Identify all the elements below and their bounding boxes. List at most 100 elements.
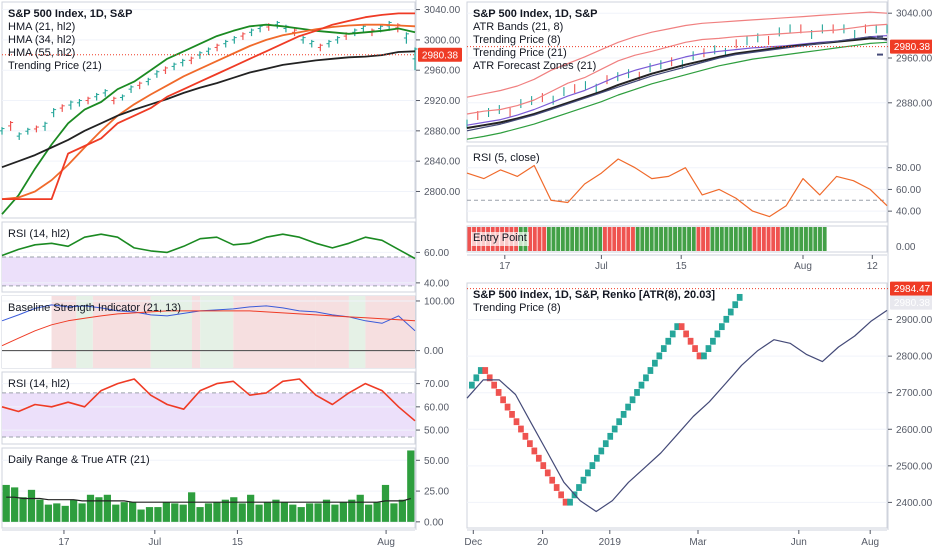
- renko-brick: [705, 345, 712, 352]
- range-bar: [280, 502, 288, 522]
- entry-signal-bar: [822, 227, 827, 251]
- baseline-state-block: [365, 296, 415, 368]
- right-top-xtick-label: Aug: [794, 261, 812, 272]
- baseline-state-block: [233, 296, 316, 368]
- renko-brick: [598, 447, 605, 455]
- rsi5-panel: 40.00 60.00 80.00 RSI (5, close): [466, 145, 921, 223]
- main-price-tag: 2980.38: [418, 47, 462, 62]
- entry-signal-bar: [612, 227, 617, 251]
- renko-brick: [629, 396, 636, 404]
- entry-signal-bar: [467, 227, 472, 251]
- right-top-xtick-label: Jul: [595, 261, 608, 272]
- range-bar: [78, 503, 86, 522]
- atr-price-tag-box: [890, 39, 932, 54]
- range-bar: [247, 494, 255, 522]
- entry-signal-bar: [659, 227, 663, 251]
- atr-lower-band: [466, 36, 888, 132]
- renko-brick: [669, 330, 676, 338]
- rsi2-line: [1, 378, 416, 422]
- renko-brick: [553, 484, 560, 491]
- renko-brick: [656, 352, 663, 360]
- range-bar: [86, 494, 95, 522]
- renko-price-tag-secondary: 2980.38: [890, 295, 932, 310]
- entry-signal-bar: [645, 227, 649, 251]
- atr-upper-band: [466, 23, 888, 115]
- renko-brick: [620, 410, 627, 418]
- range-bar: [145, 507, 154, 522]
- rsi1-line: [1, 233, 416, 260]
- atr-forecast-upper: [466, 11, 888, 98]
- renko-brick: [500, 396, 506, 404]
- entry-signal-bar: [691, 227, 696, 251]
- entry-signal-bar: [654, 227, 659, 251]
- entry-signal-bar: [588, 227, 593, 251]
- renko-brick: [495, 389, 502, 396]
- range-ytick-label: 0.00: [424, 517, 444, 528]
- right-top-xtick-label: 12: [867, 261, 879, 272]
- rsi1-panel: 40.00 60.00 RSI (14, hl2): [1, 221, 449, 293]
- renko-ytick-label: 2900.00: [896, 315, 932, 326]
- main-ytick-label: 3040.00: [424, 5, 461, 16]
- entry-ytick-label: 0.00: [896, 242, 916, 253]
- range-bar: [373, 502, 381, 522]
- entry-signal-bar: [747, 227, 752, 251]
- rsi2-legend-item: RSI (14, hl2): [8, 378, 70, 390]
- renko-brick: [732, 301, 739, 309]
- renko-legend-item: Trending Price (8): [473, 302, 561, 314]
- left-xtick-label: Aug: [377, 537, 395, 548]
- main-price-tag-label: 2980.38: [422, 50, 459, 61]
- renko-brick: [585, 469, 591, 477]
- main-ytick-label: 2840.00: [424, 157, 461, 168]
- range-bar: [204, 503, 213, 522]
- main-price-tag-box: [418, 47, 462, 62]
- renko-brick: [477, 367, 484, 374]
- main-legend-item: S&P 500 Index, 1D, S&P: [8, 8, 133, 20]
- rsi5-line: [466, 158, 888, 218]
- range-bar: [120, 502, 128, 522]
- baseline-signal-line: [1, 310, 416, 347]
- renko-brick: [504, 403, 511, 411]
- range-bar: [381, 484, 390, 522]
- range-bar: [322, 499, 331, 522]
- renko-brick: [482, 367, 489, 374]
- left-xtick-label: Jul: [148, 537, 161, 548]
- range-bar: [11, 487, 19, 522]
- renko-brick: [544, 469, 551, 477]
- renko-brick: [540, 462, 547, 469]
- baseline-state-block: [200, 296, 234, 368]
- range-bar: [331, 504, 339, 522]
- hma-21-line: [1, 23, 416, 215]
- renko-brick: [647, 367, 654, 374]
- entry-signal-bar: [579, 227, 584, 251]
- renko-brick: [567, 498, 573, 506]
- renko-xtick-label: Dec: [464, 537, 482, 548]
- renko-brick: [473, 374, 480, 382]
- hma-34-line: [1, 23, 416, 200]
- entry-signal-bar: [733, 227, 738, 251]
- atr_bands-legend-item: ATR Forecast Zones (21): [473, 60, 596, 72]
- entry-signal-bar: [621, 227, 626, 251]
- renko-brick: [535, 454, 542, 462]
- entry-signal-bar: [546, 227, 551, 251]
- entry-signal-bar: [761, 227, 766, 251]
- entry-signal-bar: [729, 227, 734, 251]
- range-bar: [339, 502, 347, 522]
- atr_bands-legend-item: Trending Price (21): [473, 47, 567, 59]
- baseline-ytick-label: 100.00: [424, 296, 455, 307]
- renko-xtick-label: Jun: [791, 537, 807, 548]
- renko-ytick-label: 2800.00: [896, 352, 932, 363]
- trending-price-8-line: [466, 35, 888, 126]
- range-bar: [255, 504, 263, 522]
- main-ytick-label: 2880.00: [424, 126, 461, 137]
- entry-signal-bar: [682, 227, 687, 251]
- entry-signal-bar: [687, 227, 692, 251]
- renko-brick: [723, 315, 730, 323]
- range-bar: [365, 504, 373, 522]
- entry-signal-bar: [528, 227, 533, 251]
- renko-legend-item: S&P 500 Index, 1D, S&P, Renko [ATR(8), 2…: [473, 289, 715, 301]
- renko-brick: [665, 337, 672, 345]
- entry-signal-bar: [757, 227, 762, 251]
- entry-signal-bar: [593, 227, 598, 251]
- rsi5-ytick-label: 60.00: [896, 185, 921, 196]
